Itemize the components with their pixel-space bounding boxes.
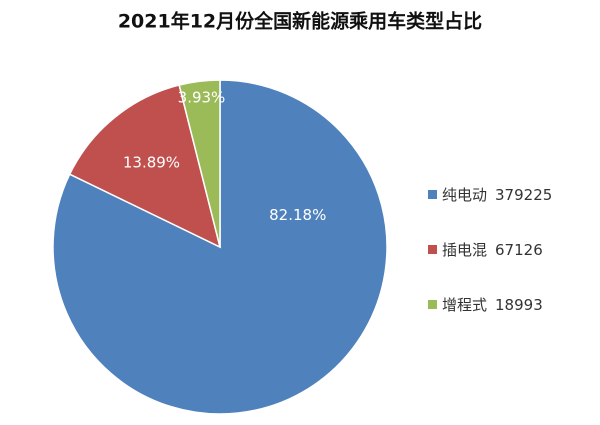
pie-slice — [178, 79, 221, 248]
legend-count: 18993 — [495, 296, 543, 314]
legend-label: 增程式 18993 — [442, 296, 543, 314]
data-label: 3.93% — [178, 88, 226, 106]
chart-title: 2021年12月份全国新能源乘用车类型占比 — [118, 10, 482, 33]
legend-name: 增程式 — [442, 296, 487, 314]
legend-name: 插电混 — [442, 241, 487, 259]
pie-slice — [68, 84, 222, 249]
legend-name: 纯电动 — [442, 186, 487, 204]
legend-label: 纯电动 379225 — [442, 186, 552, 204]
pie-slice — [52, 79, 388, 415]
legend-count: 67126 — [495, 241, 543, 259]
data-label: 82.18% — [269, 206, 326, 224]
legend-swatch — [428, 190, 437, 199]
legend-count: 379225 — [495, 186, 552, 204]
legend-label: 插电混 67126 — [442, 241, 543, 259]
data-label: 13.89% — [123, 153, 180, 171]
legend-swatch — [428, 300, 437, 309]
legend-swatch — [428, 245, 437, 254]
